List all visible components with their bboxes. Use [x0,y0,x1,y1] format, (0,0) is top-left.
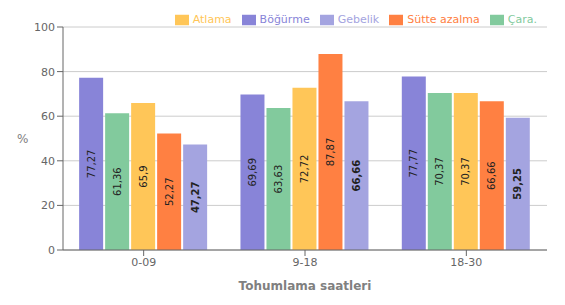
svg-text:66,66: 66,66 [351,160,362,192]
svg-text:0: 0 [48,244,55,257]
svg-text:63,63: 63,63 [273,165,284,194]
svg-text:47,27: 47,27 [190,181,201,213]
svg-text:100: 100 [34,21,55,34]
svg-text:60: 60 [41,110,55,123]
svg-text:77,77: 77,77 [408,149,419,178]
svg-text:87,87: 87,87 [325,138,336,167]
svg-text:66,66: 66,66 [486,161,497,190]
svg-text:52,27: 52,27 [164,177,175,206]
svg-text:70,37: 70,37 [460,157,471,186]
svg-text:18-30: 18-30 [450,256,482,269]
svg-text:59,25: 59,25 [512,168,523,200]
svg-text:Tohumlama saatleri: Tohumlama saatleri [239,279,372,293]
html-text:Atlama: Atlama [192,13,232,26]
svg-text:9-18: 9-18 [293,256,318,269]
svg-text:65,9: 65,9 [138,165,149,187]
html-text:Sütte azalma: Sütte azalma [407,13,480,26]
html-text:Çara.: Çara. [507,13,537,26]
svg-text:80: 80 [41,66,55,79]
html-text:Böğürme: Böğürme [259,13,310,26]
svg-text:40: 40 [41,155,55,168]
svg-text:61,36: 61,36 [112,167,123,196]
svg-text:0-09: 0-09 [131,256,156,269]
svg-text:69,69: 69,69 [247,158,258,187]
svg-text:%: % [17,132,28,146]
svg-text:20: 20 [41,199,55,212]
svg-text:72,72: 72,72 [299,155,310,184]
html-text:Gebelik: Gebelik [337,13,380,26]
svg-text:77,27: 77,27 [86,150,97,179]
svg-text:70,37: 70,37 [434,157,445,186]
